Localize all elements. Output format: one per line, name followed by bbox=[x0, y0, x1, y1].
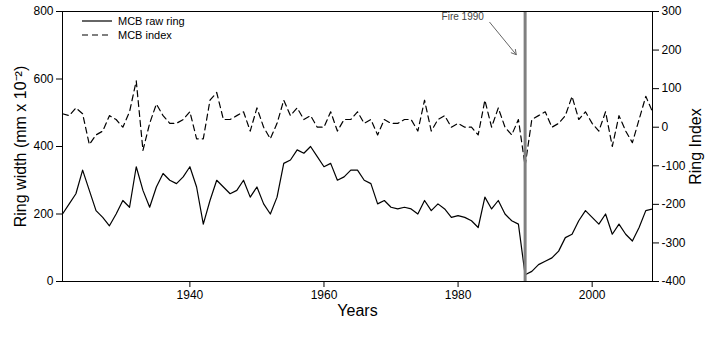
svg-text:0: 0 bbox=[662, 120, 669, 134]
svg-text:1960: 1960 bbox=[311, 288, 338, 302]
svg-text:Ring Index: Ring Index bbox=[687, 108, 704, 185]
html-text:MCB raw ring: MCB raw ring bbox=[118, 15, 185, 27]
svg-text:-200: -200 bbox=[662, 197, 686, 211]
svg-text:Years: Years bbox=[337, 302, 377, 319]
svg-text:800: 800 bbox=[33, 4, 53, 18]
svg-text:200: 200 bbox=[662, 43, 682, 57]
svg-text:200: 200 bbox=[33, 207, 53, 221]
svg-text:100: 100 bbox=[662, 81, 682, 95]
svg-text:-400: -400 bbox=[662, 274, 686, 288]
svg-text:-100: -100 bbox=[662, 159, 686, 173]
svg-text:Ring width (mm x 10⁻²): Ring width (mm x 10⁻²) bbox=[12, 66, 29, 227]
svg-text:1980: 1980 bbox=[445, 288, 472, 302]
svg-text:Fire 1990: Fire 1990 bbox=[442, 11, 485, 22]
svg-text:0: 0 bbox=[47, 274, 54, 288]
svg-text:600: 600 bbox=[33, 72, 53, 86]
svg-text:-300: -300 bbox=[662, 236, 686, 250]
svg-text:400: 400 bbox=[33, 139, 53, 153]
svg-text:1940: 1940 bbox=[177, 288, 204, 302]
svg-text:300: 300 bbox=[662, 4, 682, 18]
svg-text:2000: 2000 bbox=[579, 288, 606, 302]
html-text:MCB index: MCB index bbox=[118, 29, 172, 41]
